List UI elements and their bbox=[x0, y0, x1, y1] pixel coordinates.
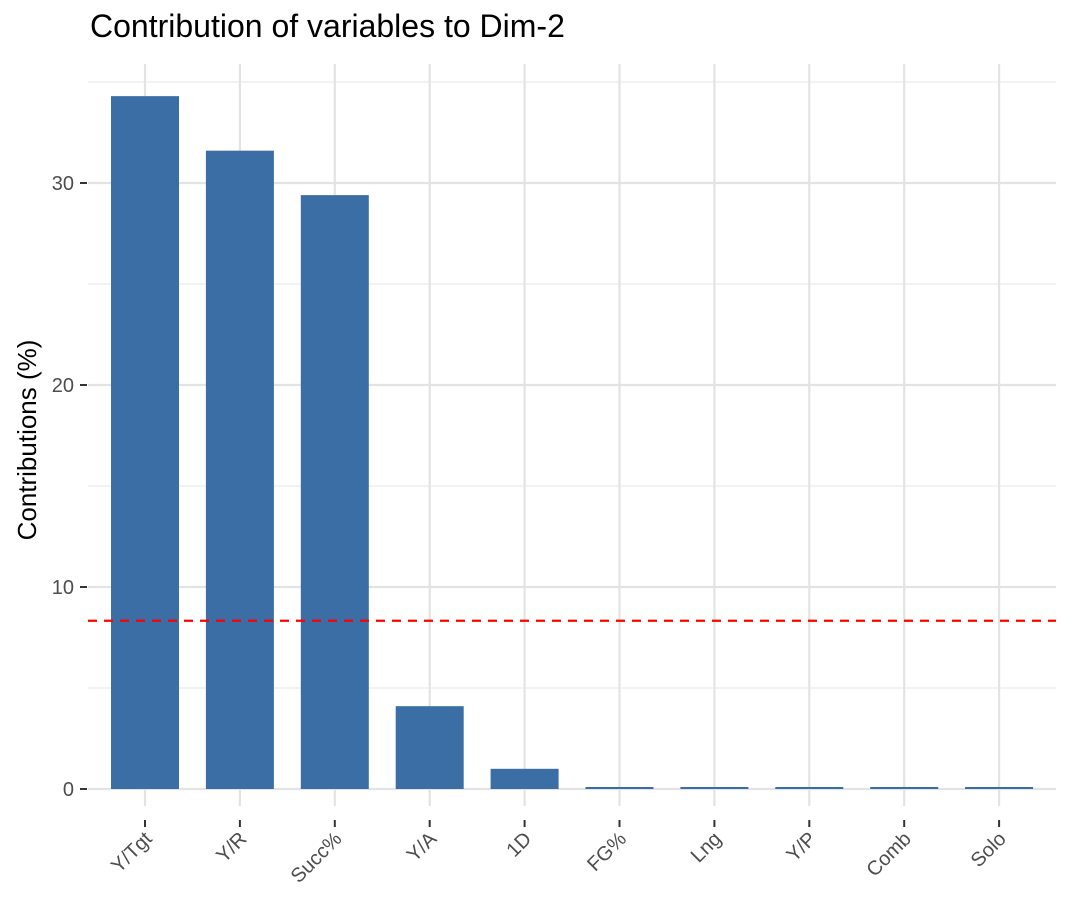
x-tick-label: Y/A bbox=[403, 828, 442, 867]
bars bbox=[111, 96, 1034, 789]
bar-Solo bbox=[965, 786, 1034, 789]
x-tick-label: Lng bbox=[687, 828, 726, 867]
bar-1D bbox=[490, 768, 559, 789]
y-tick-label: 0 bbox=[63, 779, 74, 801]
y-tick-label: 20 bbox=[52, 375, 74, 397]
x-tick-label: 1D bbox=[502, 828, 536, 862]
x-tick-label: Comb bbox=[862, 828, 915, 881]
x-tick-label: FG% bbox=[583, 828, 631, 876]
x-tick-label: Succ% bbox=[287, 828, 347, 888]
x-tick-label: Y/Tgt bbox=[107, 828, 157, 878]
bar-Y/A bbox=[395, 706, 464, 789]
x-axis: Y/Tgt Y/R Succ% Y/A 1D FG% Lng Y/P Comb Solo bbox=[107, 820, 1011, 888]
bar-Lng bbox=[680, 786, 749, 789]
x-tick-label: Solo bbox=[967, 828, 1011, 872]
y-tick-label: 30 bbox=[52, 173, 74, 195]
bar-Y/R bbox=[205, 150, 274, 789]
chart-title: Contribution of variables to Dim-2 bbox=[90, 8, 565, 44]
x-tick-label: Y/R bbox=[212, 828, 251, 867]
bar-Y/Tgt bbox=[111, 96, 179, 789]
bar-Comb bbox=[870, 786, 939, 789]
y-tick-label: 10 bbox=[52, 577, 74, 599]
y-axis: 0 10 20 30 bbox=[52, 173, 87, 801]
y-axis-title: Contributions (%) bbox=[12, 340, 42, 541]
bar-Y/P bbox=[775, 786, 844, 789]
bar-FG% bbox=[585, 786, 654, 789]
x-tick-label: Y/P bbox=[782, 828, 820, 866]
bar-Succ% bbox=[300, 195, 369, 789]
